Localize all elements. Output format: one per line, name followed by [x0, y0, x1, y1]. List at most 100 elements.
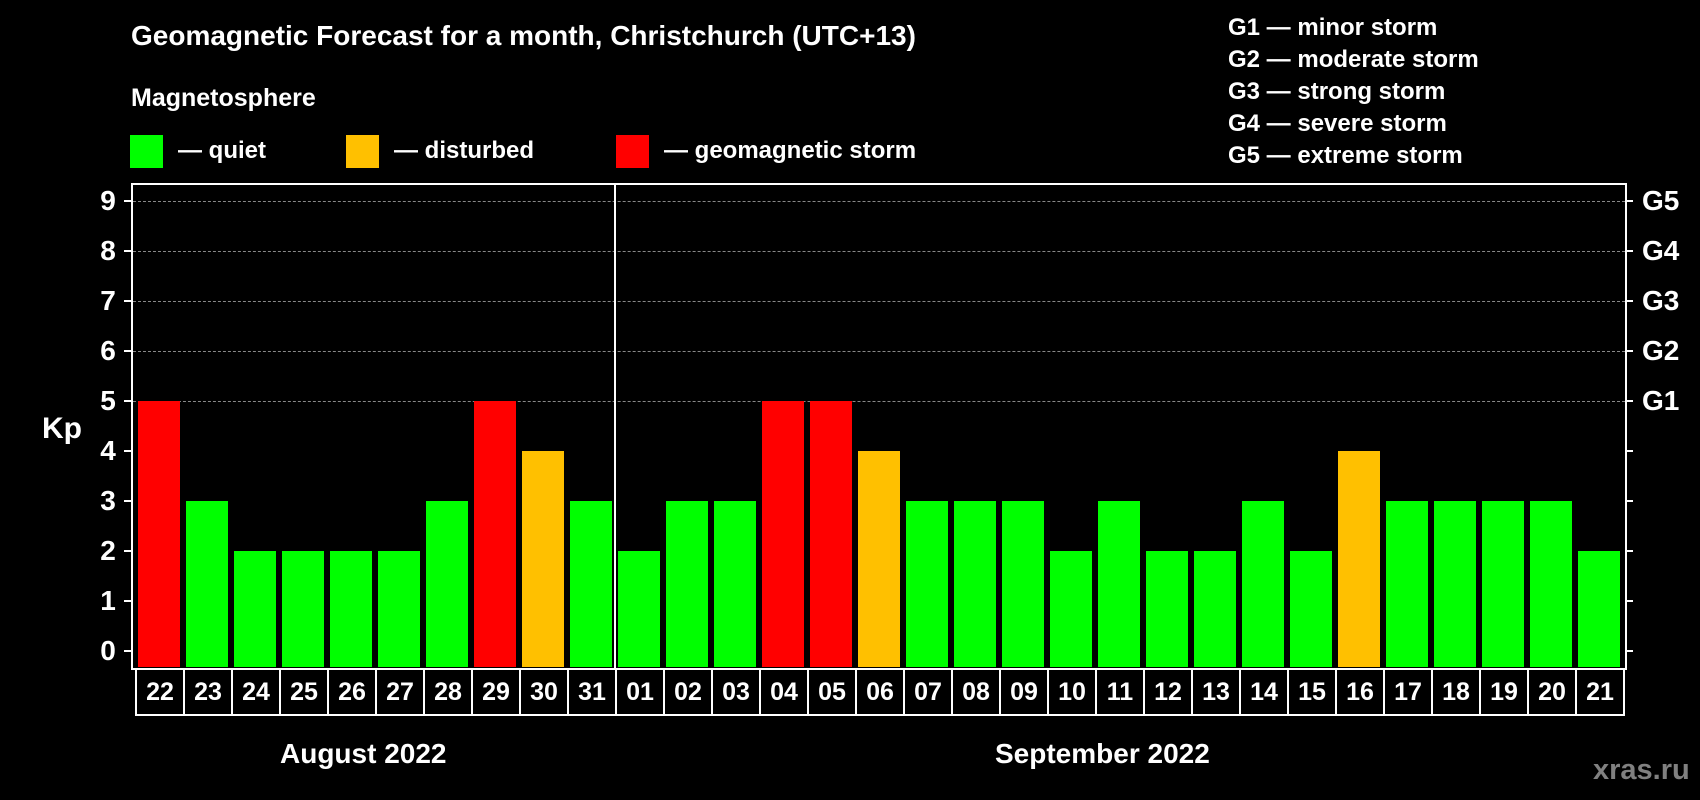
kp-bar-07 — [906, 501, 948, 667]
legend-disturbed-label: — disturbed — [394, 137, 535, 164]
kp-bar-11 — [1098, 501, 1140, 667]
g-scale-label: G3 — [1642, 285, 1680, 316]
day-label: 11 — [1095, 668, 1145, 716]
gridline — [133, 401, 1625, 402]
kp-bar-04 — [762, 401, 804, 667]
kp-bar-13 — [1194, 551, 1236, 667]
month-divider — [614, 183, 616, 668]
kp-bar-14 — [1242, 501, 1284, 667]
day-label: 07 — [903, 668, 953, 716]
day-label: 24 — [231, 668, 281, 716]
y-tick — [124, 300, 132, 302]
g-scale-label: G1 — [1642, 385, 1680, 416]
y-tick-label: 6 — [100, 335, 116, 366]
legend-storm: — geomagnetic storm — [616, 134, 916, 168]
kp-bar-26 — [330, 551, 372, 667]
y-tick — [124, 550, 132, 552]
day-label: 06 — [855, 668, 905, 716]
kp-bar-06 — [858, 451, 900, 667]
day-label: 28 — [423, 668, 473, 716]
kp-bar-25 — [282, 551, 324, 667]
kp-bar-23 — [186, 501, 228, 667]
storm-scale-g5: G5 — extreme storm — [1228, 142, 1463, 169]
day-label: 23 — [183, 668, 233, 716]
day-label: 29 — [471, 668, 521, 716]
day-label: 19 — [1479, 668, 1529, 716]
y-tick-label: 5 — [100, 385, 116, 416]
y-tick-label: 0 — [100, 635, 116, 666]
kp-bar-24 — [234, 551, 276, 667]
day-labels: 22 23 24 25 26 27 28 29 30 31 01 02 03 04 05 06 07 08 09 10… — [135, 668, 1625, 716]
watermark: xras.ru — [1593, 754, 1690, 786]
month-label-september: September 2022 — [995, 738, 1210, 769]
y-axis-label: Kp — [42, 412, 82, 445]
y-tick — [124, 650, 132, 652]
kp-bar-19 — [1482, 501, 1524, 667]
day-label: 27 — [375, 668, 425, 716]
day-label: 09 — [999, 668, 1049, 716]
day-label: 14 — [1239, 668, 1289, 716]
day-label: 25 — [279, 668, 329, 716]
kp-bar-16 — [1338, 451, 1380, 667]
kp-bar-22 — [138, 401, 180, 667]
legend-heading: Magnetosphere — [131, 84, 316, 112]
kp-bar-18 — [1434, 501, 1476, 667]
day-label: 20 — [1527, 668, 1577, 716]
kp-bar-03 — [714, 501, 756, 667]
day-label: 17 — [1383, 668, 1433, 716]
kp-bar-29 — [474, 401, 516, 667]
day-label: 16 — [1335, 668, 1385, 716]
kp-bar-27 — [378, 551, 420, 667]
y-tick — [124, 400, 132, 402]
legend-quiet-label: — quiet — [178, 137, 266, 164]
y-tick — [124, 350, 132, 352]
gridline — [133, 251, 1625, 252]
storm-scale-g3: G3 — strong storm — [1228, 78, 1446, 105]
y-tick-right — [1625, 600, 1633, 602]
y-tick-right — [1625, 250, 1633, 252]
kp-bar-10 — [1050, 551, 1092, 667]
legend-quiet: — quiet — [130, 134, 266, 168]
legend-disturbed: — disturbed — [346, 134, 534, 168]
storm-scale-g2: G2 — moderate storm — [1228, 46, 1479, 73]
y-tick-label: 7 — [100, 285, 116, 316]
y-tick — [124, 500, 132, 502]
y-tick-right — [1625, 500, 1633, 502]
y-tick-label: 1 — [100, 585, 116, 616]
y-tick-right — [1625, 350, 1633, 352]
day-label: 01 — [615, 668, 665, 716]
day-label: 15 — [1287, 668, 1337, 716]
legend-storm-label: — geomagnetic storm — [664, 137, 917, 164]
day-label: 21 — [1575, 668, 1625, 716]
quiet-swatch — [130, 134, 163, 168]
y-tick — [124, 250, 132, 252]
y-tick-label: 2 — [100, 535, 116, 566]
kp-bar-28 — [426, 501, 468, 667]
storm-scale-g4: G4 — severe storm — [1228, 110, 1447, 137]
gridline — [133, 351, 1625, 352]
kp-bar-20 — [1530, 501, 1572, 667]
y-tick — [124, 200, 132, 202]
kp-bar-09 — [1002, 501, 1044, 667]
kp-bar-08 — [954, 501, 996, 667]
kp-bar-31 — [570, 501, 612, 667]
y-tick-label: 3 — [100, 485, 116, 516]
storm-scale-g1: G1 — minor storm — [1228, 14, 1438, 41]
gridline — [133, 301, 1625, 302]
y-tick-label: 8 — [100, 235, 116, 266]
y-tick-label: 9 — [100, 185, 116, 216]
day-label: 12 — [1143, 668, 1193, 716]
y-tick — [124, 450, 132, 452]
y-tick-right — [1625, 550, 1633, 552]
y-tick-right — [1625, 650, 1633, 652]
plot-frame — [131, 183, 1627, 670]
storm-swatch — [616, 134, 649, 168]
storm-scale-legend: G1 — minor storm G2 — moderate storm G3 … — [1228, 12, 1479, 172]
kp-bar-12 — [1146, 551, 1188, 667]
disturbed-swatch — [346, 134, 379, 168]
g-scale-label: G2 — [1642, 335, 1680, 366]
day-label: 26 — [327, 668, 377, 716]
day-label: 05 — [807, 668, 857, 716]
g-scale-label: G4 — [1642, 235, 1680, 266]
y-tick — [124, 600, 132, 602]
